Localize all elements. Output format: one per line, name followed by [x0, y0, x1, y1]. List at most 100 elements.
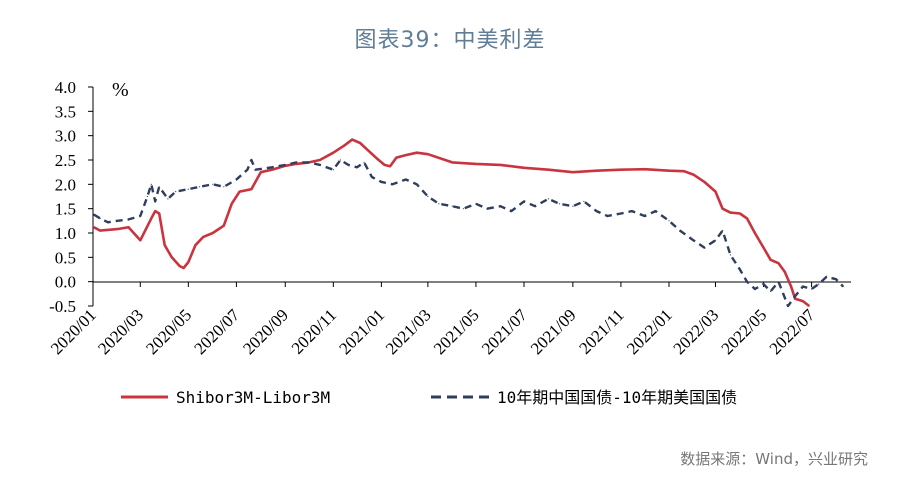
data-point — [389, 165, 391, 167]
data-point — [595, 210, 598, 212]
data-point — [510, 210, 512, 212]
data-point — [351, 139, 353, 141]
data-point — [284, 164, 286, 166]
data-point — [770, 290, 772, 292]
y-tick-label: 3.5 — [55, 102, 76, 121]
data-point — [405, 178, 407, 181]
x-tick-label: 2020/11 — [288, 305, 340, 357]
x-tick-label: 2022/03 — [669, 305, 722, 358]
data-point — [332, 169, 334, 171]
data-point — [332, 152, 334, 154]
data-point — [391, 183, 393, 185]
data-point — [802, 300, 804, 302]
data-point — [319, 164, 321, 166]
data-point — [116, 228, 118, 230]
data-point — [451, 161, 453, 163]
data-point — [223, 186, 225, 188]
series-line — [93, 158, 844, 308]
data-point — [187, 188, 189, 190]
data-point — [572, 205, 574, 207]
data-point — [250, 188, 252, 190]
data-point — [183, 267, 185, 269]
data-point — [319, 159, 321, 161]
data-point — [179, 265, 181, 267]
figure-title: 图表39：中美利差 — [354, 28, 546, 53]
data-point — [356, 166, 358, 168]
data-point — [462, 208, 464, 210]
data-point — [835, 278, 837, 280]
data-point — [198, 186, 200, 188]
data-point — [380, 181, 382, 183]
legend: Shibor3M-Libor3M 10年期中国国债-10年期美国国债 — [121, 388, 737, 407]
data-point — [139, 239, 141, 241]
x-axis-ticks: 2020/012020/032020/052020/072020/092020/… — [47, 282, 819, 358]
data-point — [308, 161, 310, 163]
data-point — [729, 212, 732, 214]
legend-label-shibor: Shibor3M-Libor3M — [176, 388, 330, 407]
data-point — [668, 220, 670, 222]
data-point — [475, 203, 477, 205]
data-point — [754, 232, 756, 234]
y-tick-label: 0.5 — [55, 248, 76, 267]
data-point — [826, 276, 828, 278]
data-point — [150, 183, 152, 185]
data-point — [762, 247, 765, 249]
x-tick-label: 2020/07 — [190, 305, 243, 358]
data-point — [703, 247, 706, 249]
x-tick-label: 2022/01 — [623, 305, 676, 358]
data-point — [777, 281, 780, 283]
data-point — [739, 268, 741, 271]
data-point — [158, 212, 160, 215]
data-point — [158, 186, 160, 188]
series-layer — [93, 138, 844, 308]
data-point — [154, 210, 156, 212]
data-point — [683, 170, 685, 172]
x-tick-label: 2021/11 — [575, 305, 627, 357]
data-point — [790, 285, 792, 288]
x-tick-label: 2021/09 — [527, 305, 580, 358]
data-point — [644, 168, 646, 170]
y-tick-label: 2.0 — [55, 175, 76, 194]
data-point — [729, 254, 732, 256]
data-point — [808, 305, 810, 307]
data-point — [260, 171, 262, 173]
data-point — [99, 230, 101, 232]
y-tick-label: 2.5 — [55, 151, 76, 170]
legend-label-cn-us-bond: 10年期中国国债-10年期美国国债 — [497, 388, 737, 407]
data-point — [703, 181, 706, 183]
data-point — [802, 285, 804, 288]
data-point — [367, 149, 369, 151]
data-point — [692, 174, 695, 176]
data-point — [271, 166, 273, 168]
y-tick-label: 0.0 — [55, 273, 76, 292]
data-point — [171, 256, 173, 258]
data-point — [107, 221, 109, 223]
data-point — [620, 212, 622, 215]
x-tick-label: 2021/03 — [382, 305, 435, 358]
data-point — [363, 161, 365, 163]
data-point — [818, 283, 820, 285]
data-point — [523, 200, 525, 202]
data-point — [246, 169, 248, 171]
data-point — [583, 200, 585, 202]
data-point — [620, 169, 622, 171]
y-tick-label: -0.5 — [49, 297, 76, 316]
data-point — [722, 230, 724, 232]
data-point — [714, 239, 717, 241]
data-point — [231, 203, 233, 205]
data-point — [787, 305, 789, 307]
data-point — [558, 203, 561, 205]
data-point — [395, 157, 397, 159]
data-point — [139, 215, 141, 217]
data-point — [427, 153, 429, 155]
data-point — [239, 191, 241, 193]
line-chart: 4.0 3.5 3.0 2.5 2.0 1.5 1.0 0.5 0.0 -0.5 2020/012… — [47, 78, 851, 407]
data-point — [154, 200, 156, 202]
series-shibor-libor — [93, 138, 810, 308]
data-point — [250, 159, 252, 161]
data-point — [762, 283, 765, 285]
y-axis-unit-label: % — [112, 79, 129, 101]
y-tick-label: 1.5 — [55, 200, 76, 219]
data-point — [572, 171, 574, 173]
data-point — [343, 144, 345, 146]
